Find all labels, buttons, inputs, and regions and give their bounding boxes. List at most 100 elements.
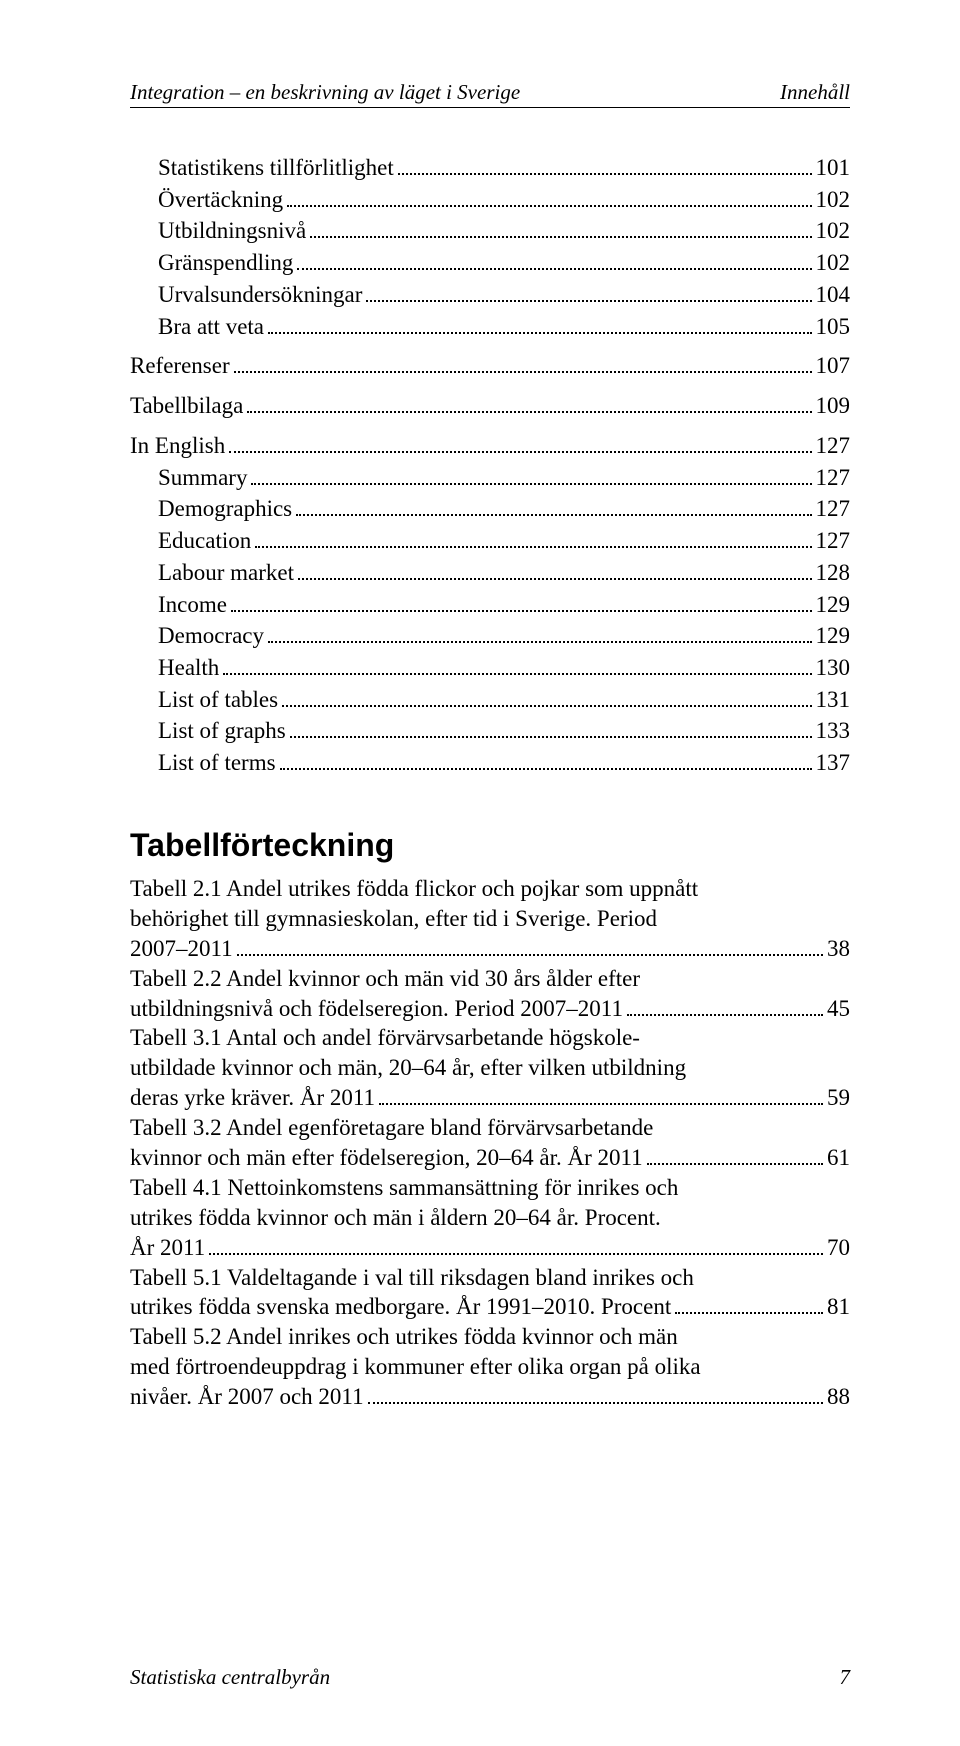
toc-entry-page: 102: [816, 247, 851, 279]
tabell-entry-line: utbildade kvinnor och män, 20–64 år, eft…: [130, 1053, 850, 1083]
tabellforteckning-list: Tabell 2.1 Andel utrikes födda flickor o…: [130, 874, 850, 1412]
toc-entry-page: 129: [816, 589, 851, 621]
toc-entry: Bra att veta105: [130, 311, 850, 343]
tabell-entry-page: 81: [827, 1292, 850, 1322]
tabell-entry-page: 61: [827, 1143, 850, 1173]
tabell-dot-leader: [209, 1234, 823, 1255]
toc-entry-page: 104: [816, 279, 851, 311]
toc-entry-page: 102: [816, 184, 851, 216]
toc-entry-page: 127: [816, 430, 851, 462]
toc-dot-leader: [223, 654, 811, 675]
tabell-entry-line: Tabell 4.1 Nettoinkomstens sammansättnin…: [130, 1173, 850, 1203]
tabell-entry-page: 59: [827, 1083, 850, 1113]
toc-entry: List of terms 137: [130, 747, 850, 779]
toc-entry: List of graphs 133: [130, 715, 850, 747]
tabell-entry-line: Tabell 5.1 Valdeltagande i val till riks…: [130, 1263, 850, 1293]
tabell-entry-last-text: deras yrke kräver. År 2011: [130, 1083, 375, 1113]
toc-entry: Statistikens tillförlitlighet101: [130, 152, 850, 184]
page-footer: Statistiska centralbyrån 7: [130, 1665, 850, 1690]
tabell-entry-last-text: utbildningsnivå och födelseregion. Perio…: [130, 994, 623, 1024]
toc-dot-leader: [268, 623, 812, 644]
toc-dot-leader: [297, 250, 811, 271]
toc-entry-page: 131: [816, 684, 851, 716]
tabell-entry: Tabell 3.2 Andel egenföretagare bland fö…: [130, 1113, 850, 1173]
toc-dot-leader: [255, 527, 811, 548]
tabell-entry-line: behörighet till gymnasieskolan, efter ti…: [130, 904, 850, 934]
toc-entry-label: Demographics: [158, 493, 292, 525]
tabell-entry-page: 70: [827, 1233, 850, 1263]
toc-entry-label: Labour market: [158, 557, 294, 589]
tabell-entry-page: 45: [827, 994, 850, 1024]
tabell-entry-page: 88: [827, 1382, 850, 1412]
toc-entry-label: Education: [158, 525, 251, 557]
tabell-entry: Tabell 4.1 Nettoinkomstens sammansättnin…: [130, 1173, 850, 1263]
toc-entry-page: 102: [816, 215, 851, 247]
toc-entry-page: 101: [816, 152, 851, 184]
tabell-entry-line: Tabell 5.2 Andel inrikes och utrikes föd…: [130, 1322, 850, 1352]
tabell-entry-lastline: utbildningsnivå och födelseregion. Perio…: [130, 994, 850, 1024]
tabell-entry: Tabell 5.1 Valdeltagande i val till riks…: [130, 1263, 850, 1323]
toc-entry-label: Health: [158, 652, 219, 684]
tabell-entry-last-text: nivåer. År 2007 och 2011: [130, 1382, 364, 1412]
toc-entry: Tabellbilaga 109: [130, 390, 850, 422]
toc-entry-label: Bra att veta: [158, 311, 264, 343]
tabell-entry-page: 38: [827, 934, 850, 964]
toc-entry-label: Utbildningsnivå: [158, 215, 306, 247]
toc-entry: Labour market 128: [130, 557, 850, 589]
tabell-entry-last-text: kvinnor och män efter födelseregion, 20–…: [130, 1143, 643, 1173]
tabell-entry-line: utrikes födda kvinnor och män i åldern 2…: [130, 1203, 850, 1233]
footer-left: Statistiska centralbyrån: [130, 1665, 330, 1690]
tabell-entry-last-text: utrikes födda svenska medborgare. År 199…: [130, 1292, 671, 1322]
toc-dot-leader: [229, 432, 811, 453]
toc-entry-label: Income: [158, 589, 227, 621]
toc-entry-page: 129: [816, 620, 851, 652]
toc-dot-leader: [251, 464, 811, 485]
toc-entry: In English127: [130, 430, 850, 462]
toc-dot-leader: [296, 496, 811, 517]
toc-dot-leader: [282, 686, 811, 707]
tabell-entry-lastline: 2007–201138: [130, 934, 850, 964]
toc-entry-page: 128: [816, 557, 851, 589]
toc-entry: Education 127: [130, 525, 850, 557]
toc-dot-leader: [287, 186, 811, 207]
toc-entry-page: 127: [816, 525, 851, 557]
toc-entry-page: 137: [816, 747, 851, 779]
tabell-entry-line: Tabell 2.1 Andel utrikes födda flickor o…: [130, 874, 850, 904]
toc-entry-page: 133: [816, 715, 851, 747]
tabell-entry-lastline: År 2011 70: [130, 1233, 850, 1263]
footer-page-number: 7: [840, 1665, 851, 1690]
toc-entry-page: 109: [816, 390, 851, 422]
toc-entry: Utbildningsnivå 102: [130, 215, 850, 247]
toc-entry: Democracy 129: [130, 620, 850, 652]
toc-entry-label: Urvalsundersökningar: [158, 279, 362, 311]
tabellforteckning-heading: Tabellförteckning: [130, 827, 850, 864]
toc-entry-label: Tabellbilaga: [130, 390, 243, 422]
toc-entry: Demographics 127: [130, 493, 850, 525]
tabell-dot-leader: [627, 995, 823, 1016]
toc-entry-page: 130: [816, 652, 851, 684]
toc-dot-leader: [366, 281, 811, 302]
toc-entry: Summary127: [130, 462, 850, 494]
toc-dot-leader: [280, 750, 812, 771]
toc-dot-leader: [290, 718, 812, 739]
tabell-entry-lastline: kvinnor och män efter födelseregion, 20–…: [130, 1143, 850, 1173]
toc-entry-label: Referenser: [130, 350, 230, 382]
tabell-entry-last-text: År 2011: [130, 1233, 205, 1263]
toc-entry-page: 107: [816, 350, 851, 382]
toc-entry-label: Gränspendling: [158, 247, 293, 279]
toc-dot-leader: [298, 559, 811, 580]
header-title-right: Innehåll: [780, 80, 850, 105]
toc-entry-label: Democracy: [158, 620, 264, 652]
toc-entry-label: List of terms: [158, 747, 276, 779]
tabell-entry-line: Tabell 3.2 Andel egenföretagare bland fö…: [130, 1113, 850, 1143]
toc-entry-label: List of graphs: [158, 715, 286, 747]
tabell-dot-leader: [237, 935, 823, 956]
toc-entry-label: Övertäckning: [158, 184, 283, 216]
toc-dot-leader: [310, 218, 811, 239]
toc-entry: Health 130: [130, 652, 850, 684]
toc-entry-page: 127: [816, 493, 851, 525]
toc-dot-leader: [231, 591, 812, 612]
tabell-dot-leader: [379, 1085, 823, 1106]
toc-dot-leader: [234, 353, 812, 374]
tabell-entry-line: Tabell 2.2 Andel kvinnor och män vid 30 …: [130, 964, 850, 994]
